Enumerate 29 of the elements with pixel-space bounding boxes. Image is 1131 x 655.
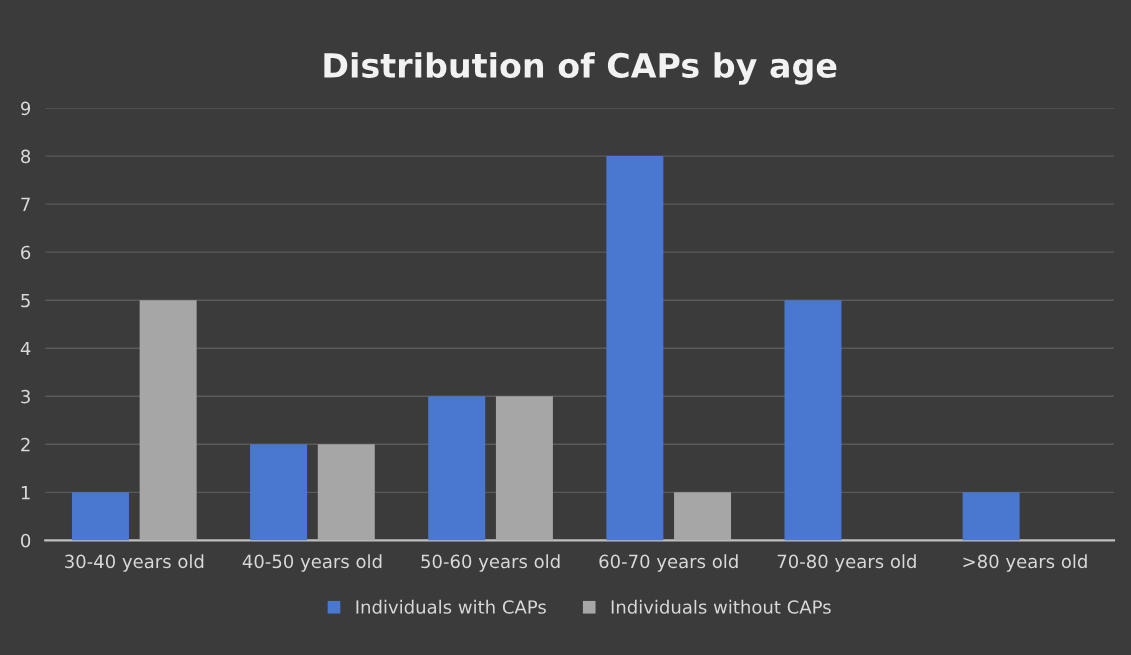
chart-title: Distribution of CAPs by age <box>324 52 837 85</box>
x-tick-label: >80 years old <box>963 554 1087 572</box>
legend-label: Individuals without CAPs <box>611 599 831 614</box>
x-tick-label: 60-70 years old <box>599 554 738 572</box>
bar <box>317 444 375 541</box>
legend-label: Individuals with CAPs <box>356 599 546 614</box>
bar <box>495 396 553 541</box>
y-tick-label: 1 <box>21 486 30 500</box>
bar <box>250 444 308 541</box>
y-tick-label: 6 <box>21 245 31 260</box>
bar <box>674 492 732 541</box>
bar <box>139 300 197 541</box>
bar <box>962 492 1020 541</box>
y-tick-label: 2 <box>21 437 30 452</box>
bar <box>606 156 664 541</box>
x-tick-label: 50-60 years old <box>421 554 560 572</box>
y-tick-label: 0 <box>21 533 31 548</box>
y-tick-label: 4 <box>20 341 31 356</box>
x-tick-label: 70-80 years old <box>777 554 916 572</box>
y-tick-label: 9 <box>21 101 31 116</box>
bar <box>428 396 486 541</box>
x-tick-label: 40-50 years old <box>242 554 382 572</box>
x-tick-label: 30-40 years old <box>65 554 204 572</box>
y-tick-label: 7 <box>21 197 30 211</box>
bar <box>71 492 129 541</box>
y-tick-label: 5 <box>21 293 30 308</box>
y-tick-label: 8 <box>21 149 31 164</box>
y-tick-label: 3 <box>21 389 30 404</box>
bar <box>784 300 842 541</box>
